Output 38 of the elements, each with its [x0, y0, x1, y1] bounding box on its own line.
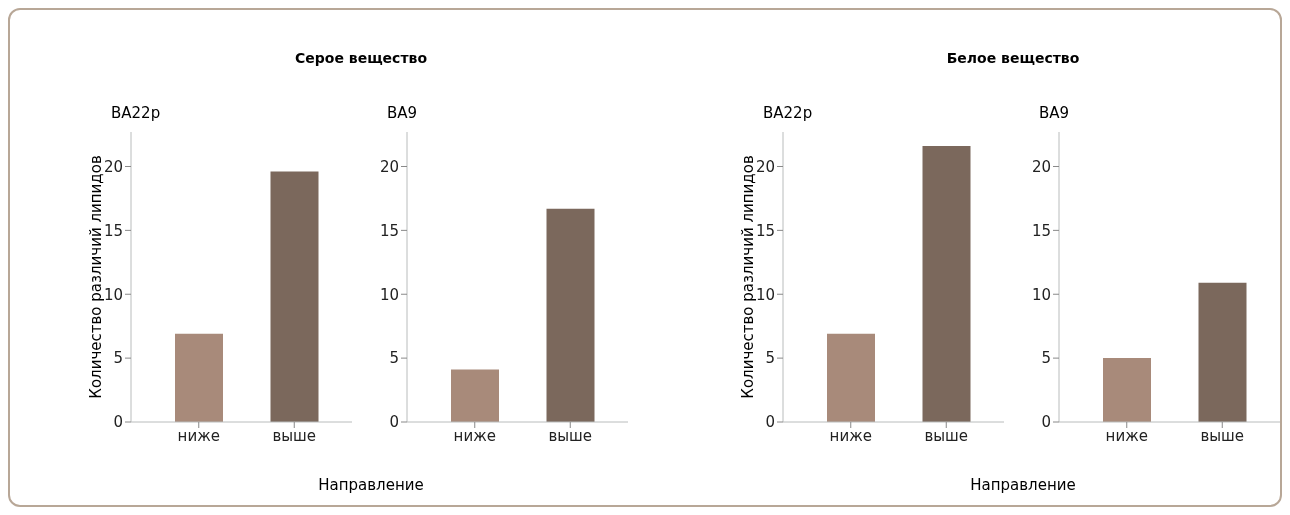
- x-tick-label: ниже: [1105, 426, 1148, 445]
- y-tick-label: 5: [1041, 349, 1051, 368]
- y-tick-label: 20: [103, 157, 123, 176]
- y-tick-label: 5: [765, 349, 775, 368]
- chart-title: Белое вещество: [945, 50, 1081, 66]
- y-tick-label: 10: [1031, 285, 1051, 304]
- chart-title: Серое вещество: [294, 50, 428, 66]
- y-tick-label: 15: [1031, 221, 1051, 240]
- y-tick-label: 5: [389, 349, 399, 368]
- x-tick-label: ниже: [453, 426, 496, 445]
- chart-subtitle: BA9: [387, 104, 418, 122]
- y-tick-label: 15: [379, 221, 399, 240]
- y-tick-label: 0: [765, 413, 775, 432]
- y-tick-label: 20: [755, 157, 775, 176]
- x-tick-label: выше: [1200, 426, 1245, 445]
- y-tick-label: 15: [103, 221, 123, 240]
- x-tick-label: выше: [548, 426, 593, 445]
- y-tick-label: 20: [379, 157, 399, 176]
- y-axis-title: Количество различий липидов: [739, 154, 757, 401]
- chart-subtitle: BA22p: [111, 104, 161, 122]
- y-axis-title: Количество различий липидов: [87, 154, 105, 401]
- y-tick-label: 10: [103, 285, 123, 304]
- y-tick-label: 10: [755, 285, 775, 304]
- x-tick-label: выше: [924, 426, 969, 445]
- y-tick-label: 15: [755, 221, 775, 240]
- x-axis-title: Направление: [317, 476, 425, 494]
- y-tick-label: 0: [1041, 413, 1051, 432]
- x-axis-title: Направление: [969, 476, 1077, 494]
- y-tick-label: 5: [113, 349, 123, 368]
- chart-subtitle: BA9: [1039, 104, 1070, 122]
- x-tick-label: ниже: [829, 426, 872, 445]
- chart-subtitle: BA22p: [763, 104, 813, 122]
- y-tick-label: 0: [113, 413, 123, 432]
- x-tick-label: ниже: [177, 426, 220, 445]
- y-tick-label: 20: [1031, 157, 1051, 176]
- y-tick-label: 0: [389, 413, 399, 432]
- y-tick-label: 10: [379, 285, 399, 304]
- x-tick-label: выше: [272, 426, 317, 445]
